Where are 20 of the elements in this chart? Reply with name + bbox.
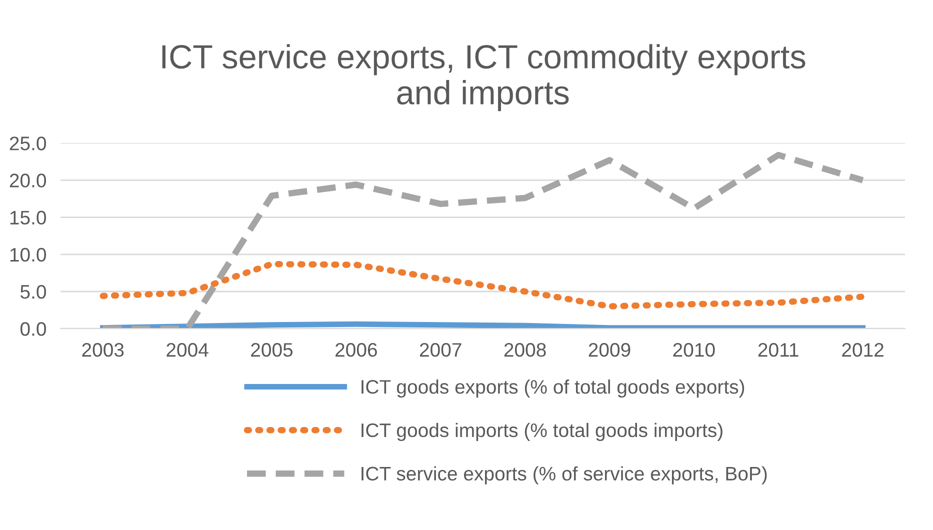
legend-label: ICT service exports (% of service exports, BoP) — [362, 466, 767, 484]
x-tick-label: 2003 — [82, 343, 124, 357]
chart-title: ICT service exports, ICT commodity exports and imports — [162, 44, 806, 112]
x-tick-label: 2006 — [336, 343, 377, 357]
x-tick-label: 2009 — [588, 343, 630, 357]
x-tick-label: 2004 — [166, 343, 208, 357]
y-tick-label: 20.0 — [10, 174, 46, 188]
x-tick-label: 2005 — [251, 343, 293, 357]
x-tick-label: 2010 — [673, 343, 715, 357]
y-tick-label: 5.0 — [20, 284, 46, 299]
x-tick-label: 2012 — [842, 343, 884, 357]
legend-label: ICT goods imports (% total goods imports) — [362, 422, 722, 442]
x-tick-label: 2008 — [504, 343, 546, 357]
y-tick-label: 25.0 — [10, 136, 46, 150]
x-tick-label: 2011 — [758, 343, 798, 357]
y-tick-label: 10.0 — [10, 248, 46, 262]
y-tick-label: 0.0 — [20, 322, 46, 336]
y-tick-label: 15.0 — [10, 210, 46, 225]
legend-label: ICT goods exports (% of total goods exports) — [362, 379, 744, 398]
x-tick-label: 2007 — [420, 343, 462, 357]
